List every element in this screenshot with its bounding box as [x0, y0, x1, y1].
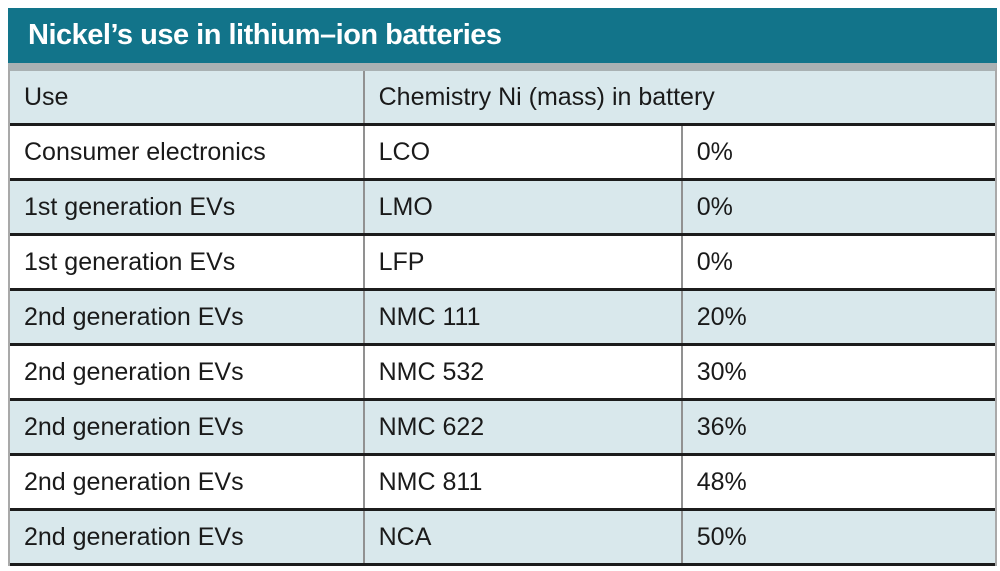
use-cell: 2nd generation EVs	[10, 454, 365, 511]
nickel-use-table: Use Chemistry Ni (mass) in battery Consu…	[10, 71, 995, 566]
chemistry-cell: NMC 622	[363, 399, 683, 456]
ni-mass-cell: 0%	[681, 179, 995, 236]
use-cell: 2nd generation EVs	[10, 509, 365, 566]
ni-mass-cell: 0%	[681, 124, 995, 181]
nickel-battery-table-figure: Nickel’s use in lithium–ion batteries Us…	[8, 8, 997, 566]
column-header-use: Use	[10, 71, 365, 126]
chemistry-cell: LCO	[363, 124, 683, 181]
chemistry-cell: LFP	[363, 234, 683, 291]
ni-mass-cell: 0%	[681, 234, 995, 291]
table-row: 2nd generation EVs NCA 50%	[10, 509, 995, 566]
use-cell: 2nd generation EVs	[10, 344, 365, 401]
use-cell: 1st generation EVs	[10, 234, 365, 291]
table-row: Consumer electronics LCO 0%	[10, 124, 995, 181]
ni-mass-cell: 48%	[681, 454, 995, 511]
chemistry-cell: NCA	[363, 509, 683, 566]
table-row: 1st generation EVs LFP 0%	[10, 234, 995, 291]
chemistry-cell: NMC 111	[363, 289, 683, 346]
chemistry-cell: NMC 532	[363, 344, 683, 401]
table-row: 2nd generation EVs NMC 111 20%	[10, 289, 995, 346]
table-row: 2nd generation EVs NMC 622 36%	[10, 399, 995, 456]
table-row: 2nd generation EVs NMC 532 30%	[10, 344, 995, 401]
use-cell: 2nd generation EVs	[10, 399, 365, 456]
ni-mass-cell: 20%	[681, 289, 995, 346]
ni-mass-cell: 30%	[681, 344, 995, 401]
title-bar: Nickel’s use in lithium–ion batteries	[8, 8, 997, 63]
table-row: 1st generation EVs LMO 0%	[10, 179, 995, 236]
chemistry-cell: NMC 811	[363, 454, 683, 511]
chemistry-cell: LMO	[363, 179, 683, 236]
ni-mass-cell: 36%	[681, 399, 995, 456]
use-cell: Consumer electronics	[10, 124, 365, 181]
table-frame: Use Chemistry Ni (mass) in battery Consu…	[8, 63, 997, 566]
use-cell: 2nd generation EVs	[10, 289, 365, 346]
table-row: 2nd generation EVs NMC 811 48%	[10, 454, 995, 511]
header-row: Use Chemistry Ni (mass) in battery	[10, 71, 995, 126]
figure-title: Nickel’s use in lithium–ion batteries	[28, 19, 502, 51]
column-header-chemistry-ni-mass: Chemistry Ni (mass) in battery	[363, 71, 995, 126]
use-cell: 1st generation EVs	[10, 179, 365, 236]
ni-mass-cell: 50%	[681, 509, 995, 566]
